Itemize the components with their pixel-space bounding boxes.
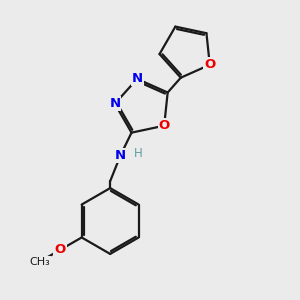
Text: CH₃: CH₃ bbox=[30, 256, 50, 266]
Text: N: N bbox=[115, 149, 126, 162]
Text: O: O bbox=[159, 119, 170, 132]
Text: N: N bbox=[109, 97, 120, 110]
Text: H: H bbox=[134, 147, 142, 160]
Text: O: O bbox=[204, 58, 215, 71]
Text: N: N bbox=[132, 72, 143, 86]
Text: O: O bbox=[54, 243, 66, 256]
